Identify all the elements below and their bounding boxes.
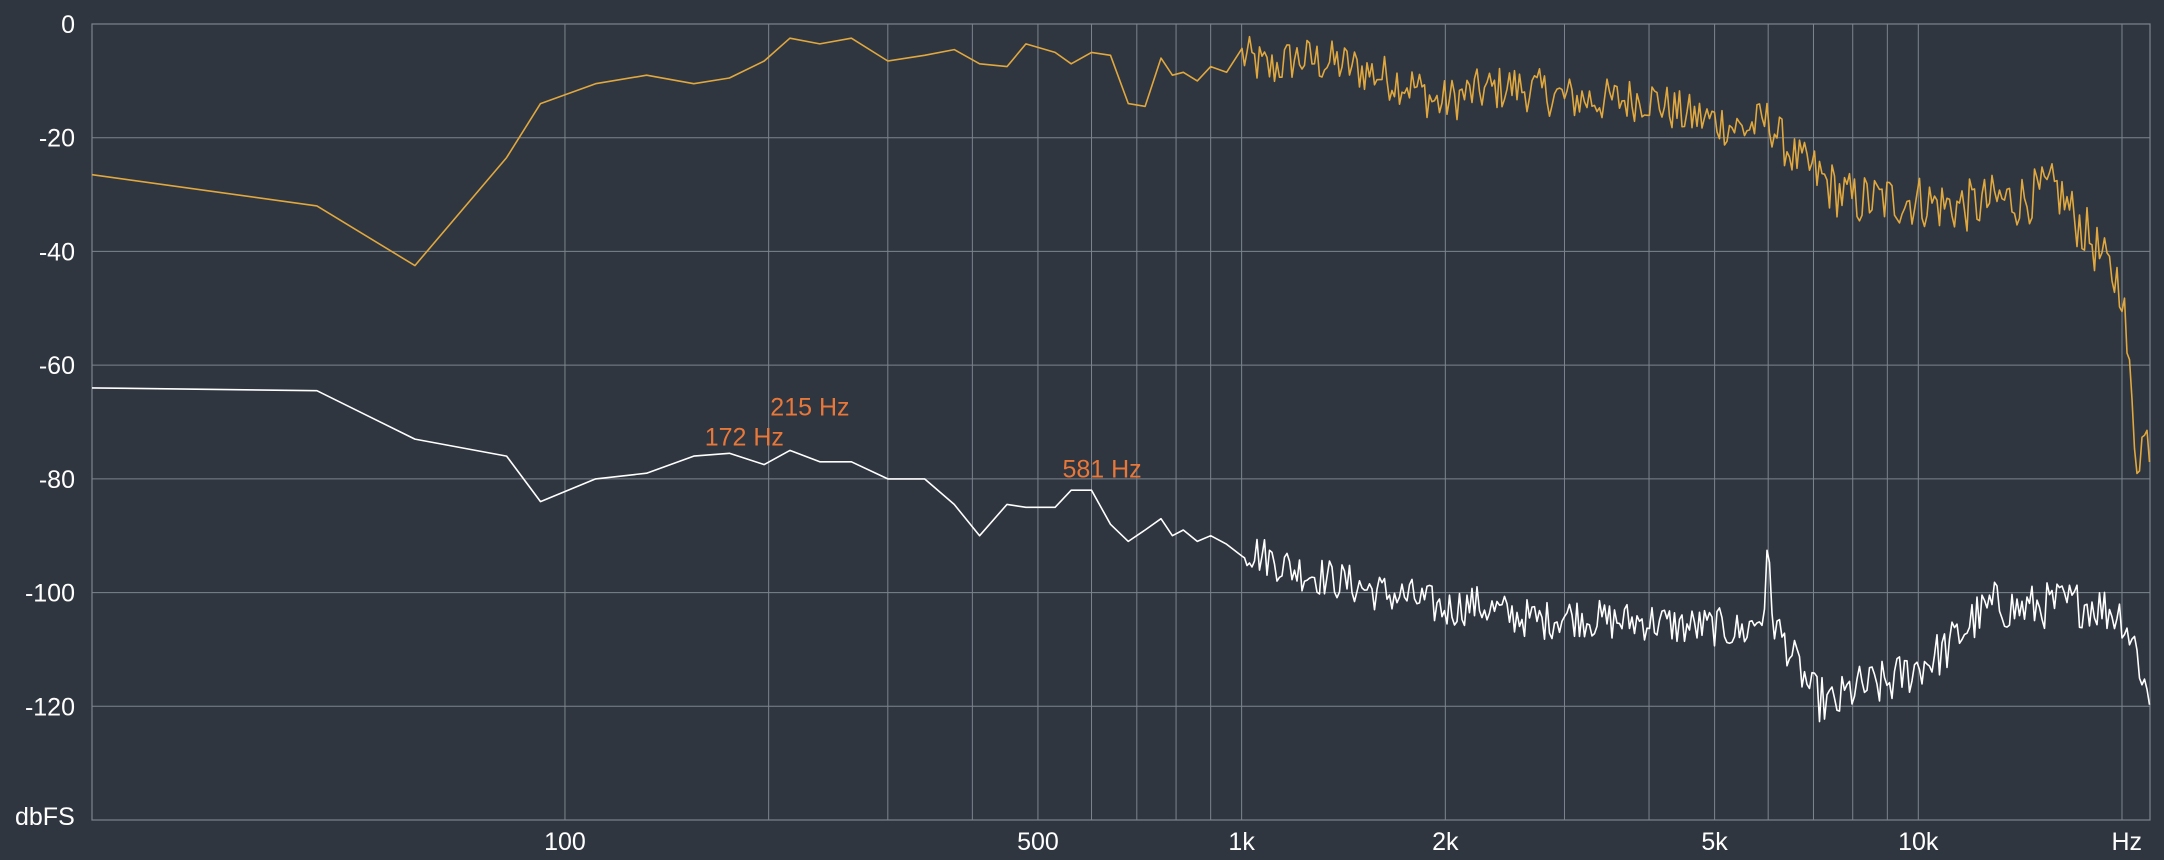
x-tick-label: 5k — [1701, 828, 1728, 856]
peak-label: 215 Hz — [770, 393, 849, 421]
y-tick-label: -80 — [39, 466, 75, 494]
y-axis-ticks: 0 -20 -40 -60 -80 -100 -120 — [25, 11, 75, 721]
x-tick-label: 10k — [1898, 828, 1939, 856]
peak-label: 172 Hz — [705, 423, 784, 451]
y-tick-label: -100 — [25, 580, 75, 608]
x-tick-label: 1k — [1228, 828, 1255, 856]
grid-lines — [91, 23, 2151, 821]
series-line-1 — [91, 35, 2151, 475]
y-tick-label: -60 — [39, 352, 75, 380]
plot-frame — [91, 23, 2151, 821]
x-tick-label: 500 — [1017, 828, 1059, 856]
series-line-2 — [91, 387, 2151, 723]
y-tick-label: -120 — [25, 693, 75, 721]
y-tick-label: -20 — [39, 125, 75, 153]
series-lines — [91, 35, 2151, 723]
x-tick-label: 2k — [1432, 828, 1459, 856]
y-tick-label: -40 — [39, 238, 75, 266]
x-axis-unit-label: Hz — [2111, 828, 2142, 856]
y-axis-label: dbFS — [15, 803, 75, 831]
x-axis-ticks: 100 500 1k 2k 5k 10k — [544, 828, 1939, 856]
y-tick-label: 0 — [61, 11, 75, 39]
peak-label: 581 Hz — [1062, 455, 1141, 483]
x-tick-label: 100 — [544, 828, 586, 856]
